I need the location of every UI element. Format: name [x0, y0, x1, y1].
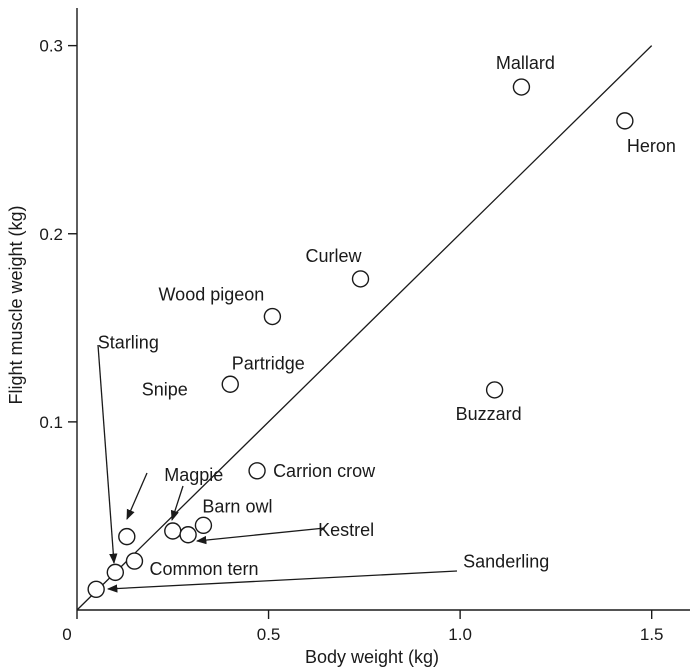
label-arrows — [97, 344, 458, 593]
y-tick-label: 0.3 — [39, 37, 63, 56]
label-barn-owl: Barn owl — [202, 496, 272, 516]
x-tick-label: 0.5 — [257, 625, 281, 644]
data-point-kestrel — [179, 526, 197, 544]
data-point-partridge — [221, 375, 239, 393]
data-point-starling — [106, 563, 125, 582]
label-buzzard: Buzzard — [456, 404, 522, 424]
label-snipe: Snipe — [142, 380, 188, 400]
label-common-tern: Common tern — [149, 559, 258, 579]
point-labels: Mallard Heron Curlew Wood pigeon Partridge Bu… — [98, 53, 676, 579]
data-point-common-tern — [125, 552, 144, 570]
data-point-sanderling — [87, 580, 105, 599]
label-magpie: Magpie — [164, 465, 223, 485]
data-point-wood-pigeon — [263, 307, 282, 326]
y-tick-label: 0.1 — [39, 413, 63, 432]
arrow-magpie — [170, 485, 184, 521]
label-wood-pigeon: Wood pigeon — [159, 285, 265, 305]
data-point-curlew — [351, 270, 370, 288]
arrow-starling — [97, 344, 118, 565]
arrow-kestrel — [195, 527, 326, 545]
data-point-barn-owl — [194, 516, 213, 535]
y-axis-title: Flight muscle weight (kg) — [6, 205, 26, 404]
x-tick-label: 1.0 — [448, 625, 472, 644]
x-axis-title: Body weight (kg) — [305, 647, 439, 667]
x-tick-label: 0 — [62, 625, 71, 644]
data-point-magpie — [164, 522, 182, 540]
x-tick-label: 1.5 — [640, 625, 664, 644]
label-starling: Starling — [98, 332, 159, 352]
label-curlew: Curlew — [306, 246, 363, 266]
label-sanderling: Sanderling — [463, 551, 549, 571]
label-kestrel: Kestrel — [318, 520, 374, 540]
data-point-buzzard — [485, 381, 504, 399]
data-point-heron — [616, 112, 634, 130]
label-carrion-crow: Carrion crow — [273, 461, 376, 481]
data-point-snipe — [118, 527, 136, 546]
arrow-sanderling — [106, 570, 458, 593]
label-partridge: Partridge — [232, 353, 305, 373]
y-tick-label: 0.2 — [39, 225, 63, 244]
label-mallard: Mallard — [496, 53, 555, 73]
data-point-mallard — [512, 78, 531, 96]
arrow-snipe — [126, 472, 148, 520]
data-point-carrion-crow — [248, 462, 266, 480]
label-heron: Heron — [627, 136, 676, 156]
data-points — [87, 78, 634, 599]
axes: 0 0.5 1.0 1.5 0.1 0.2 0.3 — [39, 8, 690, 644]
